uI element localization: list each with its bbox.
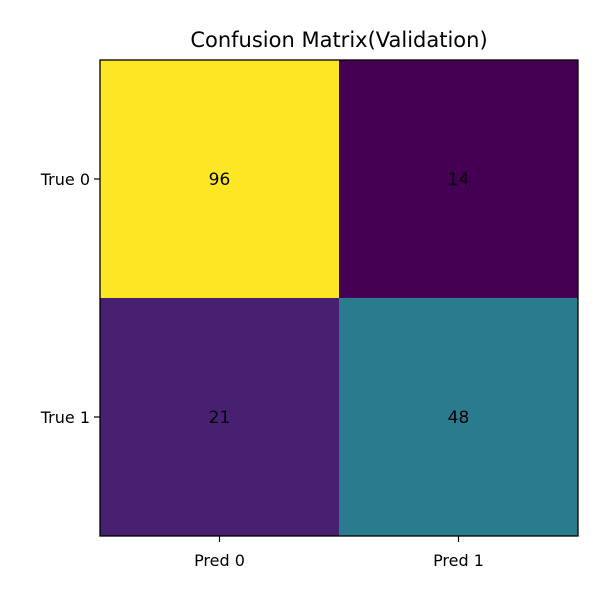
heatmap-cells <box>100 60 578 536</box>
cell-value-label-r0-c1: 14 <box>448 170 470 190</box>
x-tick-label-0: Pred 0 <box>194 551 245 570</box>
heatmap-cell-r0-c1 <box>339 60 578 298</box>
heatmap-cell-labels: 96 14 21 48 <box>209 170 470 428</box>
chart-title: Confusion Matrix(Validation) <box>190 28 487 52</box>
y-tick-label-1: True 1 <box>40 408 90 427</box>
x-axis: Pred 0 Pred 1 <box>194 536 484 570</box>
y-tick-label-0: True 0 <box>40 170 90 189</box>
cell-value-label-r0-c0: 96 <box>209 170 231 190</box>
cell-value-label-r1-c1: 48 <box>448 408 470 428</box>
y-axis: True 0 True 1 <box>40 170 100 427</box>
heatmap-cell-r1-c1 <box>339 298 578 536</box>
x-tick-label-1: Pred 1 <box>433 551 484 570</box>
heatmap-cell-r0-c0 <box>100 60 339 298</box>
cell-value-label-r1-c0: 21 <box>209 408 231 428</box>
heatmap-cell-r1-c0 <box>100 298 339 536</box>
plot-frame <box>99 59 579 537</box>
